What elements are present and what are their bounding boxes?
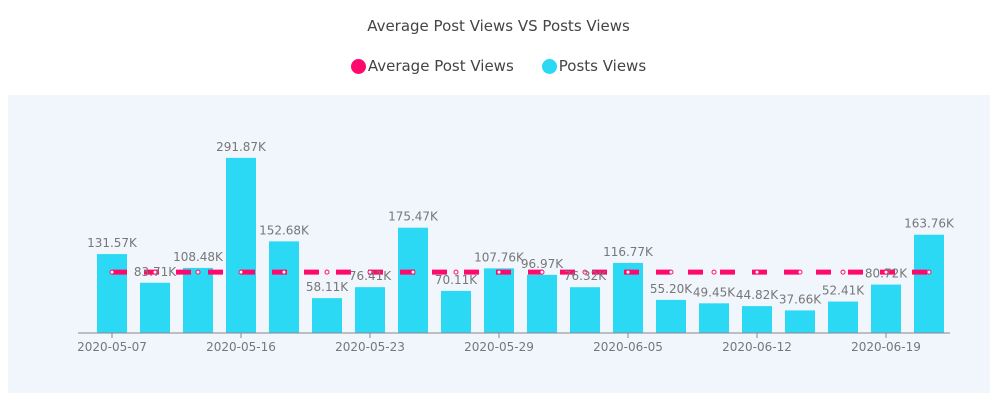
average-point bbox=[539, 269, 545, 275]
x-tick-label: 2020-05-16 bbox=[206, 340, 276, 354]
x-tick-label: 2020-06-05 bbox=[593, 340, 663, 354]
bar-data-label: 116.77K bbox=[603, 245, 654, 259]
bar[interactable] bbox=[226, 157, 256, 333]
bar[interactable] bbox=[398, 227, 428, 333]
bar-data-label: 58.11K bbox=[306, 280, 349, 294]
bar[interactable] bbox=[140, 282, 170, 333]
average-point bbox=[152, 269, 158, 275]
legend-dot-icon bbox=[350, 58, 366, 74]
bar-data-label: 70.11K bbox=[435, 273, 478, 287]
bar-data-label: 131.57K bbox=[87, 236, 138, 250]
average-point bbox=[496, 269, 502, 275]
legend-label: Average Post Views bbox=[367, 57, 514, 75]
average-point bbox=[109, 269, 115, 275]
bar-data-label: 175.47K bbox=[388, 210, 439, 224]
bar-data-label: 108.48K bbox=[173, 250, 224, 264]
bar-data-label: 152.68K bbox=[259, 223, 310, 237]
bar[interactable] bbox=[828, 301, 858, 333]
average-point bbox=[754, 269, 760, 275]
bar[interactable] bbox=[484, 268, 514, 333]
legend-dot-icon bbox=[541, 58, 557, 74]
plot-area bbox=[8, 95, 990, 393]
average-point bbox=[668, 269, 674, 275]
chart-title: Average Post Views VS Posts Views bbox=[367, 17, 630, 35]
average-point bbox=[883, 269, 889, 275]
legend-label: Posts Views bbox=[558, 57, 647, 75]
average-point bbox=[840, 269, 846, 275]
x-tick-label: 2020-06-12 bbox=[722, 340, 792, 354]
bar-data-label: 37.66K bbox=[779, 292, 822, 306]
x-tick-label: 2020-05-07 bbox=[77, 340, 147, 354]
bar-data-label: 44.82K bbox=[736, 288, 779, 302]
average-point bbox=[797, 269, 803, 275]
bar-data-label: 96.97K bbox=[521, 257, 564, 271]
bar-data-label: 52.41K bbox=[822, 284, 865, 298]
average-point bbox=[453, 269, 459, 275]
bar[interactable] bbox=[871, 284, 901, 333]
bar[interactable] bbox=[527, 274, 557, 333]
bar-data-label: 55.20K bbox=[650, 282, 693, 296]
x-tick-label: 2020-05-29 bbox=[464, 340, 534, 354]
bar[interactable] bbox=[183, 267, 213, 333]
bar[interactable] bbox=[355, 287, 385, 333]
average-point bbox=[238, 269, 244, 275]
bar[interactable] bbox=[699, 303, 729, 333]
bar-data-label: 83.71K bbox=[134, 265, 177, 279]
legend: Average Post Views Posts Views bbox=[0, 57, 997, 75]
average-point bbox=[410, 269, 416, 275]
bar-data-label: 49.45K bbox=[693, 285, 736, 299]
average-point bbox=[625, 269, 631, 275]
bar-data-label: 107.76K bbox=[474, 250, 525, 264]
bar[interactable] bbox=[269, 241, 299, 333]
average-point bbox=[926, 269, 932, 275]
average-point bbox=[582, 269, 588, 275]
bar[interactable] bbox=[914, 234, 944, 333]
average-point bbox=[281, 269, 287, 275]
bar[interactable] bbox=[441, 290, 471, 333]
bar[interactable] bbox=[656, 299, 686, 333]
bar[interactable] bbox=[570, 287, 600, 333]
average-point bbox=[711, 269, 717, 275]
bar-data-label: 291.87K bbox=[216, 140, 267, 154]
x-tick-label: 2020-06-19 bbox=[851, 340, 921, 354]
bar[interactable] bbox=[97, 254, 127, 333]
bar-data-label: 76.41K bbox=[349, 269, 392, 283]
average-point bbox=[324, 269, 330, 275]
bar[interactable] bbox=[312, 298, 342, 333]
x-tick-label: 2020-05-23 bbox=[335, 340, 405, 354]
bar-data-label: 163.76K bbox=[904, 217, 955, 231]
bar[interactable] bbox=[742, 306, 772, 333]
bar[interactable] bbox=[785, 310, 815, 333]
legend-item-posts-views[interactable]: Posts Views bbox=[541, 57, 647, 75]
average-point bbox=[367, 269, 373, 275]
legend-item-average-post-views[interactable]: Average Post Views bbox=[350, 57, 514, 75]
average-point bbox=[195, 269, 201, 275]
bar-data-label: 80.72K bbox=[865, 267, 908, 281]
bar-data-label: 76.32K bbox=[564, 269, 607, 283]
bar[interactable] bbox=[613, 262, 643, 333]
